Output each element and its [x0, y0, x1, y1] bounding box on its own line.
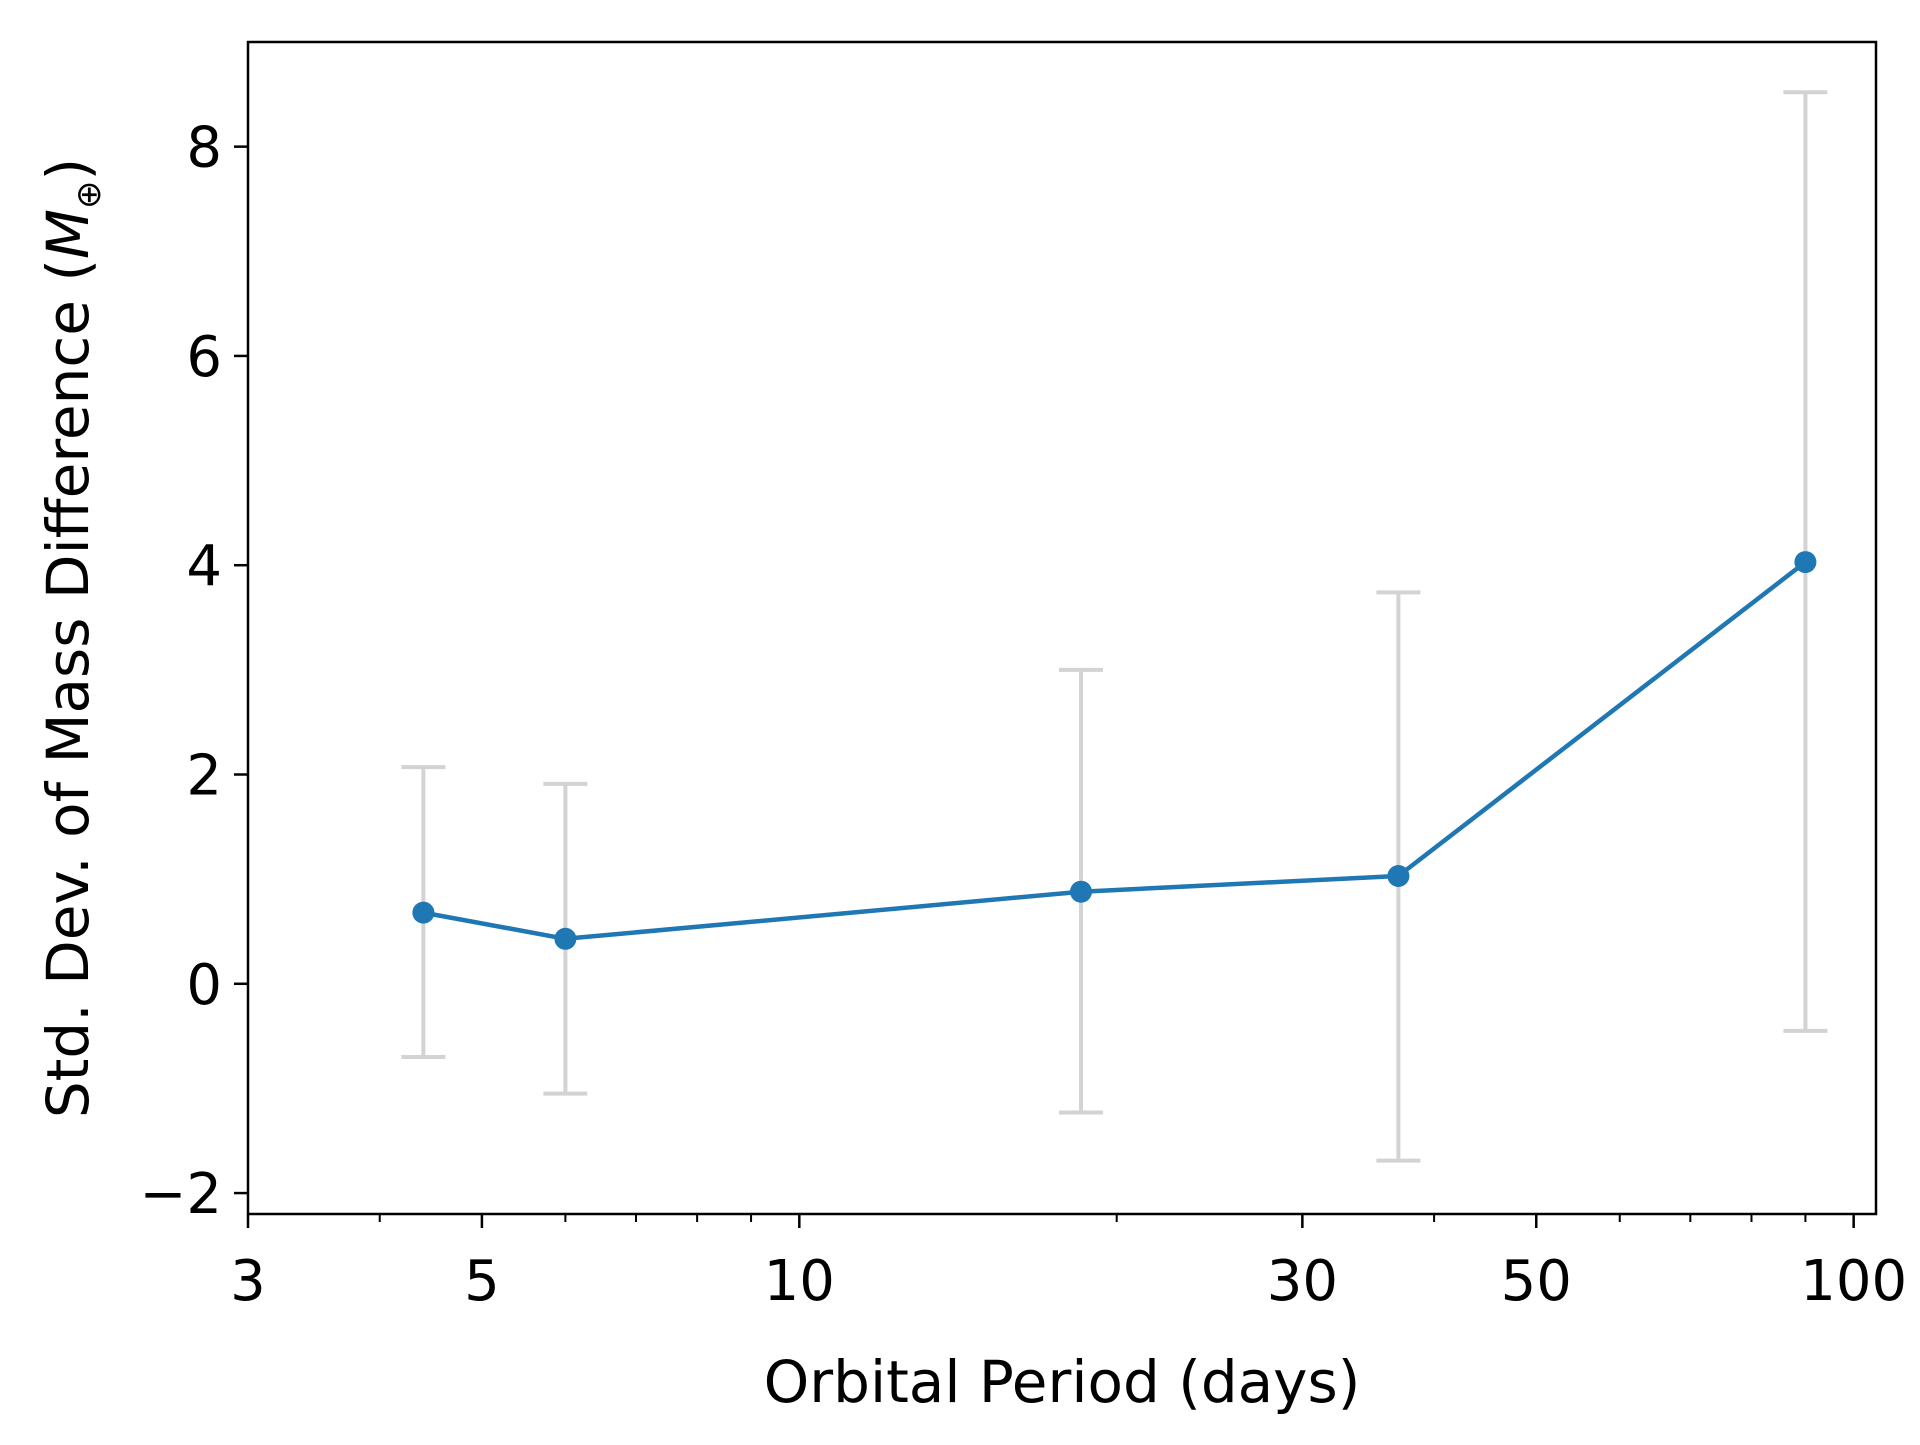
x-tick-label: 50 [1501, 1249, 1572, 1314]
y-tick-label: 8 [186, 116, 222, 181]
x-axis-ticks: 3 5 10 30 50 100 [230, 1214, 1907, 1314]
x-tick-label: 10 [764, 1249, 835, 1314]
line-layer [422, 560, 1807, 942]
data-point [1069, 880, 1092, 903]
y-axis-label-close: ) [34, 158, 102, 181]
x-tick-label: 100 [1800, 1249, 1907, 1314]
data-point [1387, 865, 1410, 888]
y-axis-label: Std. Dev. of Mass Difference (M⊕) [34, 158, 109, 1118]
y-tick-label: 6 [186, 325, 222, 390]
data-point [554, 927, 577, 950]
data-point [1794, 551, 1817, 574]
plot-frame [246, 40, 1878, 1216]
x-axis-label: Orbital Period (days) [764, 1348, 1361, 1416]
y-tick-label: 0 [186, 953, 222, 1018]
x-tick-label: 30 [1267, 1249, 1338, 1314]
series-line [422, 560, 1807, 942]
y-axis-label-subscript: ⊕ [69, 180, 109, 209]
errorbars-layer [401, 90, 1828, 1163]
y-axis-label-symbol: M [34, 209, 102, 259]
points-layer [412, 551, 1817, 950]
data-point [412, 901, 435, 924]
y-axis-label-main: Std. Dev. of Mass Difference ( [34, 259, 102, 1118]
y-axis-ticks: −2 0 2 4 6 8 [139, 116, 248, 1227]
y-tick-label: 4 [186, 534, 222, 599]
y-tick-label: 2 [186, 744, 222, 809]
x-tick-label: 5 [464, 1249, 500, 1314]
x-tick-label: 3 [230, 1249, 266, 1314]
y-tick-label: −2 [139, 1162, 222, 1227]
